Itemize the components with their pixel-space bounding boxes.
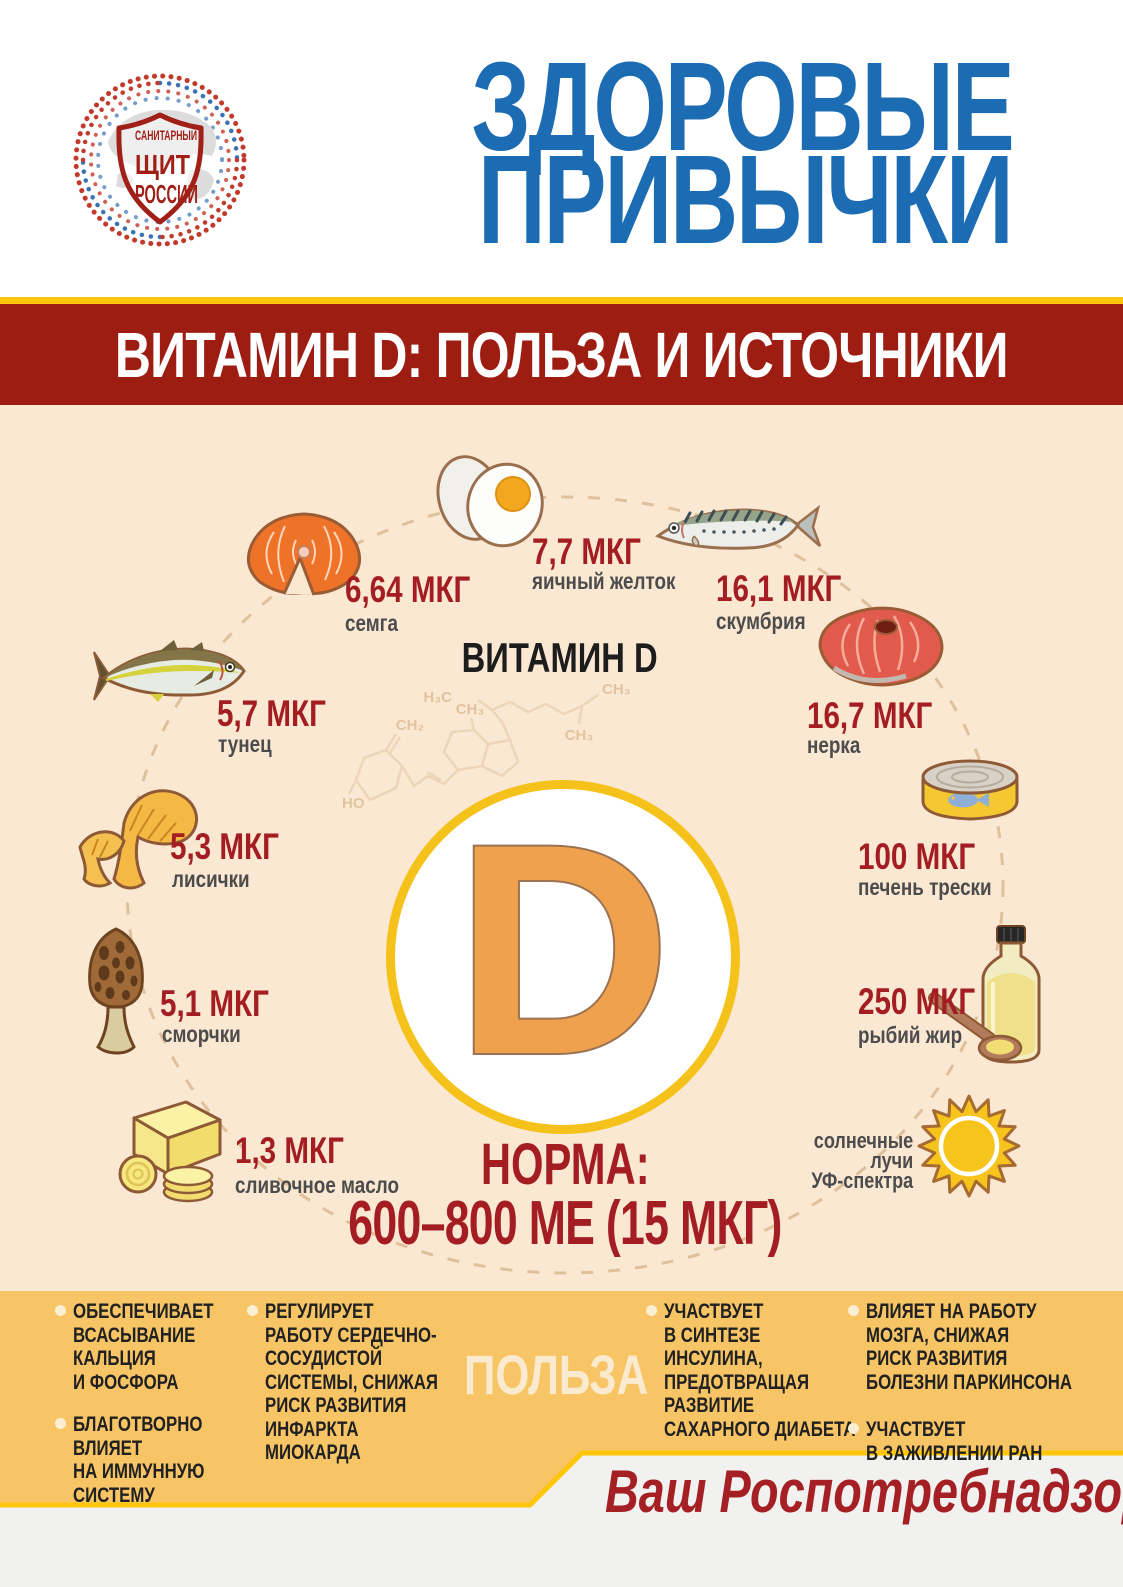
- bullet-icon: [55, 1418, 66, 1429]
- source-value: 5,7 МКГ: [217, 693, 326, 734]
- benefits-column-4: ВЛИЯЕТ НА РАБОТУ МОЗГА, СНИЖАЯ РИСК РАЗВ…: [848, 1300, 1123, 1484]
- morel-icon: [88, 927, 144, 1055]
- page-title-line1: ЗДОРОВЫЕ: [470, 36, 1014, 177]
- bullet-icon: [55, 1305, 66, 1316]
- benefit-item: УЧАСТВУЕТ В ЗАЖИВЛЕНИИ РАН: [848, 1418, 1123, 1465]
- chem-label: HO: [342, 795, 365, 812]
- source-value: 6,64 МКГ: [345, 569, 471, 610]
- rospotrebnadzor-signature: Ваш Роспотребнадзор: [605, 1458, 1123, 1525]
- vitamin-d-molecule: H₃C CH₃ CH₃ CH₃ CH₂ HO: [342, 681, 631, 812]
- bullet-icon: [247, 1305, 258, 1316]
- benefits-heading: ПОЛЬЗА: [464, 1343, 649, 1406]
- sockeye-salmon-icon: [818, 606, 944, 687]
- source-name: яичный желток: [532, 568, 676, 594]
- vitamin-d-heading: ВИТАМИН D: [461, 634, 659, 681]
- mackerel-icon: [654, 504, 822, 550]
- source-value: 5,3 МКГ: [170, 826, 279, 867]
- benefit-item: БЛАГОТВОРНО ВЛИЯЕТ НА ИММУННУЮ СИСТЕМУ: [55, 1413, 249, 1507]
- source-name: сливочное масло: [235, 1172, 399, 1198]
- egg-yolk-icon: [436, 455, 544, 548]
- logo-line3: РОССИИ: [135, 179, 198, 209]
- vitamin-d-badge: D: [386, 780, 740, 1134]
- benefit-text: ВЛИЯЕТ НА РАБОТУ МОЗГА, СНИЖАЯ РИСК РАЗВ…: [866, 1300, 1073, 1394]
- benefits-column-2: РЕГУЛИРУЕТ РАБОТУ СЕРДЕЧНО- СОСУДИСТОЙ С…: [247, 1300, 481, 1484]
- benefit-text: БЛАГОТВОРНО ВЛИЯЕТ НА ИММУННУЮ СИСТЕМУ: [73, 1413, 205, 1507]
- sanitary-shield-logo: САНИТАРНЫЙ ЩИТ РОССИИ: [73, 73, 247, 247]
- chem-label: H₃C: [423, 689, 452, 706]
- sun-icon: [917, 1094, 1021, 1198]
- daily-norm: НОРМА: 600–800 МЕ (15 МКГ): [65, 1132, 1065, 1258]
- source-name: нерка: [807, 732, 861, 758]
- source-name: печень трески: [858, 874, 992, 900]
- chem-label: CH₃: [602, 681, 631, 698]
- shield-icon: [116, 112, 204, 225]
- page-title-line2: ПРИВЫЧКИ: [478, 129, 1014, 270]
- benefit-text: РЕГУЛИРУЕТ РАБОТУ СЕРДЕЧНО- СОСУДИСТОЙ С…: [265, 1300, 438, 1464]
- bullet-icon: [848, 1305, 859, 1316]
- benefits-column-1: ОБЕСПЕЧИВАЕТ ВСАСЫВАНИЕ КАЛЬЦИЯ И ФОСФОР…: [55, 1300, 249, 1526]
- norm-value: 600–800 МЕ (15 МКГ): [348, 1189, 782, 1258]
- source-value: 16,7 МКГ: [807, 695, 933, 736]
- chanterelles-icon: [78, 789, 198, 890]
- tuna-icon: [93, 640, 246, 702]
- logo-line2: ЩИТ: [135, 149, 190, 180]
- benefit-item: УЧАСТВУЕТ В СИНТЕЗЕ ИНСУЛИНА, ПРЕДОТВРАЩ…: [646, 1300, 903, 1441]
- bullet-icon: [848, 1423, 859, 1434]
- source-value: 7,7 МКГ: [532, 531, 641, 572]
- chem-label: CH₂: [396, 717, 424, 734]
- butter-icon: [118, 1100, 222, 1203]
- benefits-band: [0, 1291, 1123, 1508]
- source-name: рыбий жир: [858, 1022, 963, 1048]
- benefit-item: ОБЕСПЕЧИВАЕТ ВСАСЫВАНИЕ КАЛЬЦИЯ И ФОСФОР…: [55, 1300, 249, 1394]
- source-name: скумбрия: [716, 608, 806, 634]
- banner-title: ВИТАМИН D: ПОЛЬЗА И ИСТОЧНИКИ: [115, 318, 1009, 391]
- benefit-text: УЧАСТВУЕТ В СИНТЕЗЕ ИНСУЛИНА, ПРЕДОТВРАЩ…: [664, 1300, 856, 1441]
- bullet-icon: [646, 1305, 657, 1316]
- source-value: 16,1 МКГ: [716, 568, 842, 609]
- source-name: тунец: [218, 731, 272, 757]
- source-value: 100 МКГ: [858, 836, 976, 877]
- fish-oil-bottle-icon: [928, 925, 1041, 1064]
- chem-label: CH₃: [456, 701, 485, 718]
- benefits-column-3: УЧАСТВУЕТ В СИНТЕЗЕ ИНСУЛИНА, ПРЕДОТВРАЩ…: [646, 1300, 903, 1460]
- norm-label: НОРМА:: [480, 1132, 650, 1197]
- source-value: 250 МКГ: [858, 981, 976, 1022]
- cod-liver-can-icon: [921, 759, 1019, 821]
- benefit-text: ОБЕСПЕЧИВАЕТ ВСАСЫВАНИЕ КАЛЬЦИЯ И ФОСФОР…: [73, 1300, 214, 1394]
- source-value: 5,1 МКГ: [160, 983, 269, 1024]
- section-banner: ВИТАМИН D: ПОЛЬЗА И ИСТОЧНИКИ: [0, 297, 1123, 405]
- source-value: 1,3 МКГ: [235, 1130, 344, 1171]
- benefit-item: ВЛИЯЕТ НА РАБОТУ МОЗГА, СНИЖАЯ РИСК РАЗВ…: [848, 1300, 1123, 1394]
- vitamin-d-letter: D: [453, 781, 674, 1117]
- salmon-steak-icon: [246, 512, 362, 596]
- source-name: сморчки: [162, 1021, 241, 1047]
- source-name: лисички: [172, 866, 250, 892]
- source-name: семга: [345, 610, 399, 636]
- chem-label: CH₃: [565, 727, 594, 744]
- logo-line1: САНИТАРНЫЙ: [135, 128, 197, 143]
- source-name: солнечные лучи УФ-спектра: [811, 1128, 913, 1193]
- benefit-text: УЧАСТВУЕТ В ЗАЖИВЛЕНИИ РАН: [866, 1418, 1043, 1465]
- benefit-item: РЕГУЛИРУЕТ РАБОТУ СЕРДЕЧНО- СОСУДИСТОЙ С…: [247, 1300, 481, 1465]
